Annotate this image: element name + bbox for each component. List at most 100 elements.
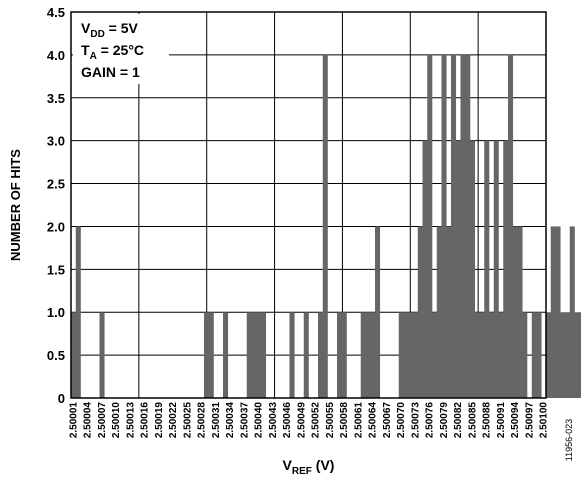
histogram-bar <box>550 226 556 398</box>
histogram-bar <box>370 312 376 398</box>
x-tick-label: 2.50049 <box>296 402 307 439</box>
histogram-bar <box>455 140 461 398</box>
histogram-bar <box>569 226 575 398</box>
x-axis-title-main: V <box>283 457 293 473</box>
histogram-bar <box>417 226 423 398</box>
histogram-bar <box>546 312 552 398</box>
histogram-bar <box>517 226 523 398</box>
annotation-ta-rest: = 25°C <box>97 42 144 58</box>
x-tick-labels: 2.50001 2.50004 2.50007 2.50010 2.50013 2.500… <box>68 402 549 439</box>
histogram-bar <box>398 312 404 398</box>
x-tick-label: 2.50007 <box>97 402 108 439</box>
y-tick-label: 0 <box>58 391 65 406</box>
x-tick-label: 2.50076 <box>425 402 436 439</box>
histogram-bar <box>555 226 561 398</box>
x-tick-label: 2.50091 <box>496 402 507 439</box>
x-tick-label: 2.50040 <box>254 402 265 439</box>
histogram-bar <box>474 312 480 398</box>
x-tick-label: 2.50025 <box>182 402 193 439</box>
x-axis-title-unit: (V) <box>312 457 335 473</box>
annotation-gain: GAIN = 1 <box>81 64 140 80</box>
x-tick-label: 2.50043 <box>268 402 279 439</box>
x-axis-title: VREF (V) <box>283 457 335 477</box>
x-tick-label: 2.50061 <box>353 402 364 439</box>
histogram-bar <box>470 140 476 398</box>
x-tick-label: 2.50073 <box>410 402 421 439</box>
x-tick-label: 2.50034 <box>225 402 236 439</box>
histogram-bar <box>460 54 466 399</box>
histogram-bar <box>403 312 409 398</box>
conditions-annotation: VDD = 5V TA = 25°C GAIN = 1 <box>73 14 169 84</box>
histogram-bar <box>493 140 499 398</box>
y-tick-label: 1.0 <box>47 305 65 320</box>
histogram-bar <box>427 54 433 399</box>
annotation-vdd-rest: = 5V <box>105 20 139 36</box>
histogram-bar <box>261 312 267 398</box>
histogram-bar <box>360 312 366 398</box>
histogram-bar <box>71 312 77 398</box>
x-tick-label: 2.50001 <box>68 402 79 439</box>
annotation-vdd: VDD = 5V <box>81 20 139 40</box>
y-tick-label: 1.5 <box>47 262 65 277</box>
x-tick-label: 2.50058 <box>339 402 350 439</box>
histogram-bar <box>574 312 580 398</box>
histogram-bar <box>365 312 371 398</box>
y-tick-label: 3.5 <box>47 91 65 106</box>
x-tick-label: 2.50028 <box>197 402 208 439</box>
histogram-bar <box>223 312 229 398</box>
y-tick-label: 0.5 <box>47 348 65 363</box>
histogram-bar <box>489 312 495 398</box>
x-axis-title-sub: REF <box>292 466 312 477</box>
annotation-ta-main: T <box>81 42 90 58</box>
x-tick-label: 2.50088 <box>482 402 493 439</box>
histogram-bar <box>422 140 428 398</box>
annotation-ta: TA = 25°C <box>81 42 144 62</box>
histogram-bar <box>75 226 81 398</box>
x-tick-label: 2.50046 <box>282 402 293 439</box>
histogram-bar <box>375 226 381 398</box>
histogram-bar <box>318 312 324 398</box>
histogram-bar <box>479 312 485 398</box>
x-tick-label: 2.50100 <box>539 402 550 439</box>
plot-frame <box>70 11 547 399</box>
histogram-bar <box>322 54 328 399</box>
x-tick-label: 2.50082 <box>453 402 464 439</box>
x-tick-label: 2.50094 <box>510 402 521 439</box>
annotation-vdd-sub: DD <box>90 29 104 40</box>
y-axis-title: NUMBER OF HITS <box>8 149 23 261</box>
annotation-gain-main: GAIN = 1 <box>81 64 140 80</box>
y-tick-label: 4.0 <box>47 48 65 63</box>
x-tick-label: 2.50079 <box>439 402 450 439</box>
histogram-bar <box>289 312 295 398</box>
histogram-bar <box>413 312 419 398</box>
histogram-bar <box>303 312 309 398</box>
histogram-bar <box>251 312 257 398</box>
x-tick-label: 2.50070 <box>396 402 407 439</box>
x-tick-label: 2.50064 <box>368 402 379 439</box>
y-tick-labels: 0 0.5 1.0 1.5 2.0 2.5 3.0 3.5 4.0 4.5 <box>47 5 65 406</box>
figure-id-label: 11956-023 <box>564 419 574 461</box>
y-tick-label: 2.5 <box>47 177 65 192</box>
histogram-bar <box>204 312 210 398</box>
histogram-bar <box>436 226 442 398</box>
x-tick-label: 2.50010 <box>111 402 122 439</box>
histogram-bar <box>508 54 514 399</box>
histogram-bar <box>451 54 457 399</box>
x-tick-label: 2.50052 <box>311 402 322 439</box>
histogram-bar <box>579 312 581 398</box>
histogram-bar <box>465 54 471 399</box>
y-tick-label: 3.0 <box>47 134 65 149</box>
annotation-vdd-main: V <box>81 20 91 36</box>
x-tick-label: 2.50013 <box>125 402 136 439</box>
histogram-bar <box>512 226 518 398</box>
histogram-bar <box>531 312 537 398</box>
histogram-bar <box>503 140 509 398</box>
x-tick-label: 2.50022 <box>168 402 179 439</box>
histogram-bar <box>408 312 414 398</box>
histogram-bar <box>446 226 452 398</box>
histogram-bar <box>565 312 571 398</box>
x-tick-label: 2.50019 <box>154 402 165 439</box>
histogram-bar <box>256 312 262 398</box>
x-tick-label: 2.50016 <box>140 402 151 439</box>
